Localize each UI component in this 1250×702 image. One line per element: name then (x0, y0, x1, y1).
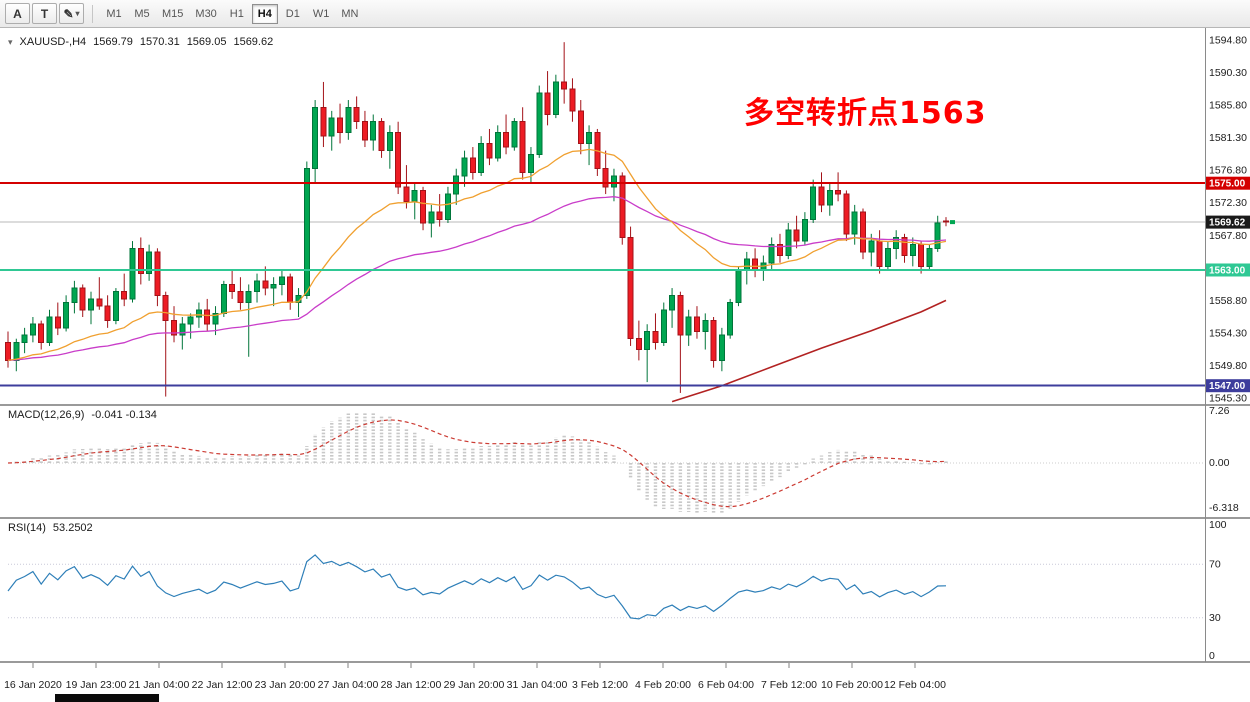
taskbar-fragment (55, 694, 159, 702)
svg-text:1585.80: 1585.80 (1209, 100, 1247, 112)
ohlc-close: 1569.62 (233, 36, 274, 48)
horizontal-lines[interactable] (0, 182, 1205, 387)
timeframe-mn-button[interactable]: MN (336, 4, 363, 24)
rsi-value: 53.2502 (52, 522, 93, 534)
moving-averages (7, 148, 947, 362)
svg-text:1554.30: 1554.30 (1209, 327, 1247, 339)
text-tool-button[interactable]: T (32, 3, 57, 24)
svg-text:10 Feb 20:00: 10 Feb 20:00 (821, 679, 883, 691)
svg-text:21 Jan 04:00: 21 Jan 04:00 (129, 679, 190, 691)
ohlc-open: 1569.79 (93, 36, 133, 48)
pencil-icon: ✎ (63, 6, 74, 21)
candles (5, 42, 949, 397)
svg-text:1547.00: 1547.00 (1209, 381, 1246, 392)
time-axis: 16 Jan 2020 19 Jan 23:00 21 Jan 04:00 22 Ja… (4, 663, 946, 691)
chart-ohlc-header: ▾ XAUUSD-,H4 1569.79 1570.31 1569.05 156… (8, 36, 273, 48)
svg-text:4 Feb 20:00: 4 Feb 20:00 (635, 679, 691, 691)
svg-text:-6.318: -6.318 (1209, 502, 1239, 514)
svg-text:1576.80: 1576.80 (1209, 165, 1247, 177)
toolbar-separator (92, 4, 93, 23)
svg-text:70: 70 (1209, 559, 1221, 571)
timeframe-button-group: M1 M5 M15 M30 H1 H4 D1 W1 MN (100, 3, 364, 24)
svg-text:0: 0 (1209, 650, 1215, 662)
svg-text:3 Feb 12:00: 3 Feb 12:00 (572, 679, 628, 691)
svg-text:19 Jan 23:00: 19 Jan 23:00 (66, 679, 127, 691)
price-tag-1547.00: 1547.00 (1206, 379, 1250, 393)
timeframe-m5-button[interactable]: M5 (129, 4, 155, 24)
svg-text:1575.00: 1575.00 (1209, 179, 1246, 190)
svg-text:7.26: 7.26 (1209, 405, 1230, 417)
svg-text:28 Jan 12:00: 28 Jan 12:00 (381, 679, 442, 691)
last-price-marker (950, 220, 955, 225)
fast-ma-line (7, 148, 947, 362)
svg-text:1569.62: 1569.62 (1209, 218, 1246, 229)
macd-values: -0.041 -0.134 (91, 409, 157, 421)
svg-text:1594.80: 1594.80 (1209, 35, 1247, 47)
timeframe-d1-button[interactable]: D1 (280, 4, 306, 24)
svg-text:7 Feb 12:00: 7 Feb 12:00 (761, 679, 817, 691)
svg-text:0.00: 0.00 (1209, 457, 1230, 469)
timeframe-m15-button[interactable]: M15 (157, 4, 188, 24)
svg-text:1563.00: 1563.00 (1209, 265, 1246, 276)
svg-text:6 Feb 04:00: 6 Feb 04:00 (698, 679, 754, 691)
current-price-tag: 1569.62 (1206, 215, 1250, 229)
ohlc-high: 1570.31 (139, 36, 180, 48)
price-tag-1575.00: 1575.00 (1206, 176, 1250, 190)
macd-name: MACD(12,26,9) (8, 409, 85, 421)
rsi-label: RSI(14) 53.2502 (8, 522, 93, 534)
macd-axis: 7.26 0.00 -6.318 (1209, 405, 1239, 514)
chart-canvas[interactable]: 1594.80 1590.30 1585.80 1581.30 1576.80 1572.… (0, 28, 1250, 702)
svg-text:1581.30: 1581.30 (1209, 132, 1247, 144)
timeframe-m30-button[interactable]: M30 (190, 4, 221, 24)
svg-text:29 Jan 20:00: 29 Jan 20:00 (444, 679, 505, 691)
macd-label: MACD(12,26,9) -0.041 -0.134 (8, 409, 157, 421)
timeframe-h1-button[interactable]: H1 (224, 4, 250, 24)
svg-text:1558.80: 1558.80 (1209, 295, 1247, 307)
collapse-chart-icon[interactable]: ▾ (8, 36, 13, 47)
svg-text:1549.80: 1549.80 (1209, 360, 1247, 372)
svg-text:30: 30 (1209, 612, 1221, 624)
symbol-timeframe-label: XAUUSD-,H4 (19, 36, 87, 48)
dropdown-caret-icon: ▾ (75, 8, 80, 18)
svg-text:16 Jan 2020: 16 Jan 2020 (4, 679, 62, 691)
toolbar: A T ✎ ▾ M1 M5 M15 M30 H1 H4 D1 W1 MN (0, 0, 1250, 28)
text-tool-label: T (40, 6, 49, 21)
macd-signal-line (7, 419, 947, 508)
svg-text:1567.80: 1567.80 (1209, 230, 1247, 242)
svg-text:100: 100 (1209, 519, 1227, 531)
svg-text:12 Feb 04:00: 12 Feb 04:00 (884, 679, 946, 691)
timeframe-m1-button[interactable]: M1 (101, 4, 127, 24)
macd-histogram (14, 412, 948, 514)
svg-text:22 Jan 12:00: 22 Jan 12:00 (192, 679, 253, 691)
chart-annotation-text[interactable]: 多空转折点1563 (744, 96, 987, 131)
annotation-tool-button[interactable]: A (5, 3, 30, 24)
svg-text:1545.30: 1545.30 (1209, 393, 1247, 405)
svg-text:1572.30: 1572.30 (1209, 197, 1247, 209)
slow-ma-line (7, 196, 947, 362)
annotation-tool-label: A (13, 6, 22, 21)
chart-area: 1594.80 1590.30 1585.80 1581.30 1576.80 1572.… (0, 28, 1250, 702)
svg-text:23 Jan 20:00: 23 Jan 20:00 (255, 679, 316, 691)
tool-button-group: A T ✎ ▾ (4, 3, 85, 24)
svg-text:1590.30: 1590.30 (1209, 67, 1247, 79)
ohlc-low: 1569.05 (186, 36, 227, 48)
rsi-axis: 100 70 30 0 (1209, 519, 1227, 662)
svg-text:27 Jan 04:00: 27 Jan 04:00 (318, 679, 379, 691)
rsi-name: RSI(14) (8, 522, 46, 534)
drawing-tool-button[interactable]: ✎ ▾ (59, 3, 84, 24)
price-tag-1563.00: 1563.00 (1206, 263, 1250, 277)
timeframe-h4-button[interactable]: H4 (251, 3, 278, 24)
svg-text:31 Jan 04:00: 31 Jan 04:00 (507, 679, 568, 691)
rsi-line (7, 554, 947, 620)
timeframe-w1-button[interactable]: W1 (308, 4, 335, 24)
